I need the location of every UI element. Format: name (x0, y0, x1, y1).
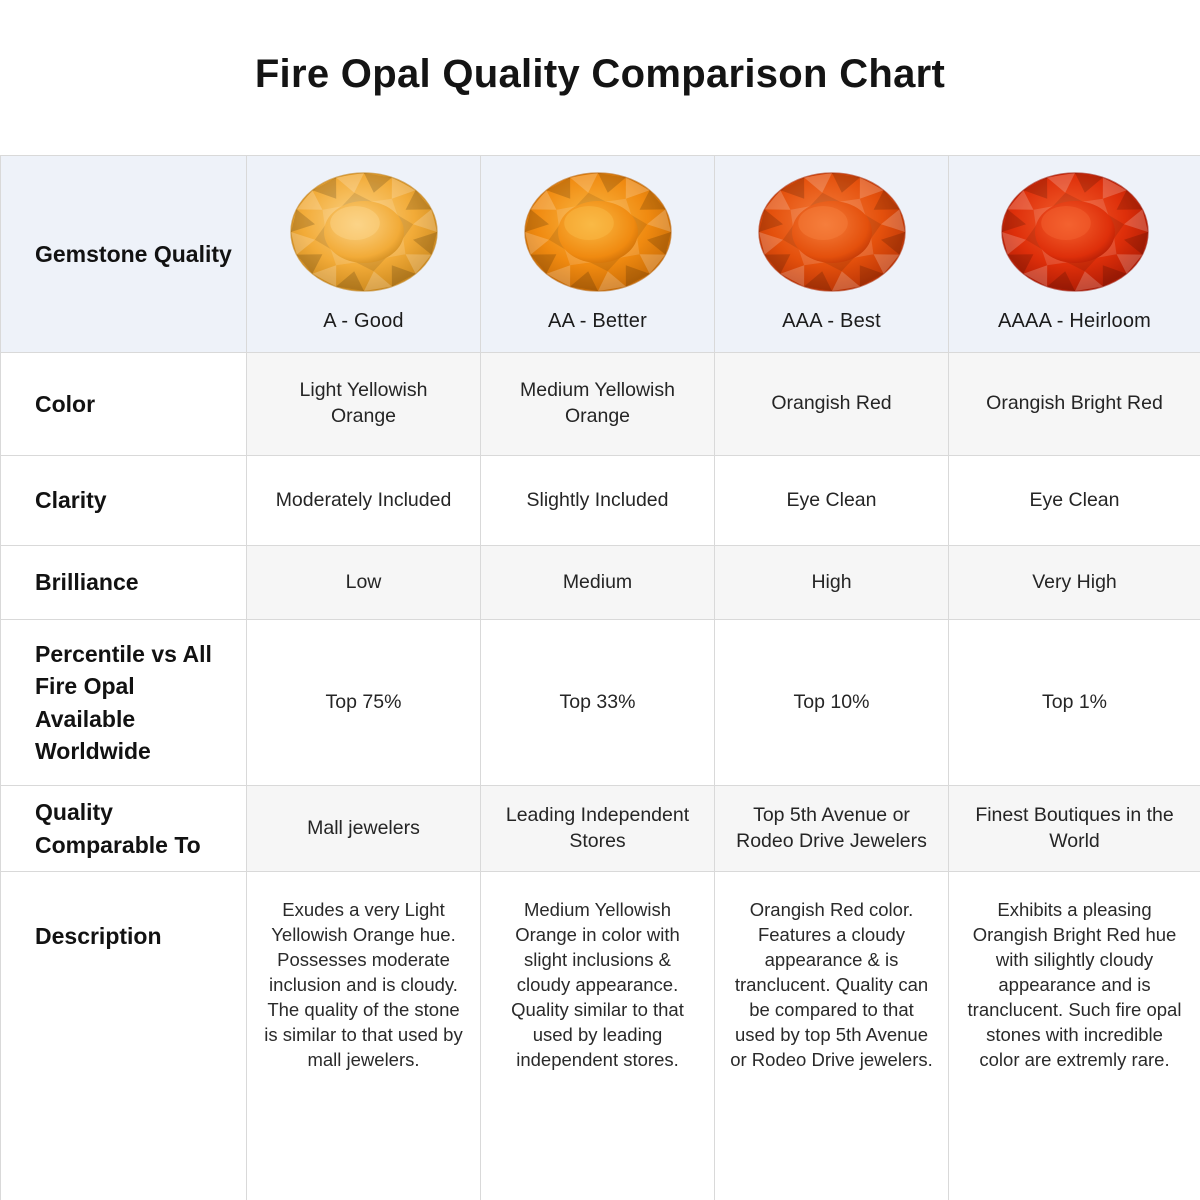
gem-oval-svg (523, 172, 672, 292)
row-label-comparable: Quality Comparable To (1, 786, 247, 872)
grade-label-aaa-best: AAA - Best (782, 309, 881, 332)
grade-label-a-good: A - Good (323, 309, 404, 332)
row-label-gemstone-quality: Gemstone Quality (1, 156, 247, 353)
cell-comparable-aaaa: Finest Boutiques in the World (949, 786, 1200, 872)
cell-color-aa: Medium Yellowish Orange (481, 353, 715, 456)
cell-clarity-a: Moderately Included (247, 456, 481, 546)
cell-brilliance-a: Low (247, 546, 481, 620)
grade-label-aaaa-heirloom: AAAA - Heirloom (997, 309, 1152, 332)
row-label-color: Color (1, 353, 247, 456)
row-label-brilliance: Brilliance (1, 546, 247, 620)
cell-description-aaa: Orangish Red color. Features a cloudy ap… (715, 872, 949, 1200)
grade-column-aa-better: AA - Better (481, 156, 715, 353)
cell-percentile-aaaa: Top 1% (949, 620, 1200, 786)
grade-label-aa-better: AA - Better (548, 309, 647, 332)
page-title: Fire Opal Quality Comparison Chart (254, 52, 946, 96)
gem-image-aaa-best (756, 170, 908, 294)
cell-percentile-a: Top 75% (247, 620, 481, 786)
cell-comparable-aaa: Top 5th Avenue or Rodeo Drive Jewelers (715, 786, 949, 872)
cell-brilliance-aa: Medium (481, 546, 715, 620)
cell-brilliance-aaaa: Very High (949, 546, 1200, 620)
grade-column-aaaa-heirloom: AAAA - Heirloom (949, 156, 1200, 353)
comparison-table: Gemstone Quality A - Good (0, 155, 1200, 1200)
gem-oval-svg (1000, 172, 1149, 292)
cell-percentile-aaa: Top 10% (715, 620, 949, 786)
row-label-description: Description (1, 872, 247, 1200)
grade-column-a-good: A - Good (247, 156, 481, 353)
gem-oval-svg (757, 172, 906, 292)
gem-oval-svg (289, 172, 438, 292)
gem-image-aaaa-heirloom (999, 170, 1151, 294)
cell-comparable-a: Mall jewelers (247, 786, 481, 872)
cell-clarity-aaaa: Eye Clean (949, 456, 1200, 546)
cell-comparable-aa: Leading Independent Stores (481, 786, 715, 872)
grade-column-aaa-best: AAA - Best (715, 156, 949, 353)
cell-description-a: Exudes a very Light Yellowish Orange hue… (247, 872, 481, 1200)
cell-percentile-aa: Top 33% (481, 620, 715, 786)
cell-clarity-aa: Slightly Included (481, 456, 715, 546)
cell-brilliance-aaa: High (715, 546, 949, 620)
cell-description-aa: Medium Yellowish Orange in color with sl… (481, 872, 715, 1200)
cell-color-a: Light Yellowish Orange (247, 353, 481, 456)
cell-color-aaa: Orangish Red (715, 353, 949, 456)
cell-clarity-aaa: Eye Clean (715, 456, 949, 546)
row-label-clarity: Clarity (1, 456, 247, 546)
cell-description-aaaa: Exhibits a pleasing Orangish Bright Red … (949, 872, 1200, 1200)
gem-image-aa-better (522, 170, 674, 294)
cell-color-aaaa: Orangish Bright Red (949, 353, 1200, 456)
gem-image-a-good (288, 170, 440, 294)
row-label-percentile: Percentile vs All Fire Opal Available Wo… (1, 620, 247, 786)
